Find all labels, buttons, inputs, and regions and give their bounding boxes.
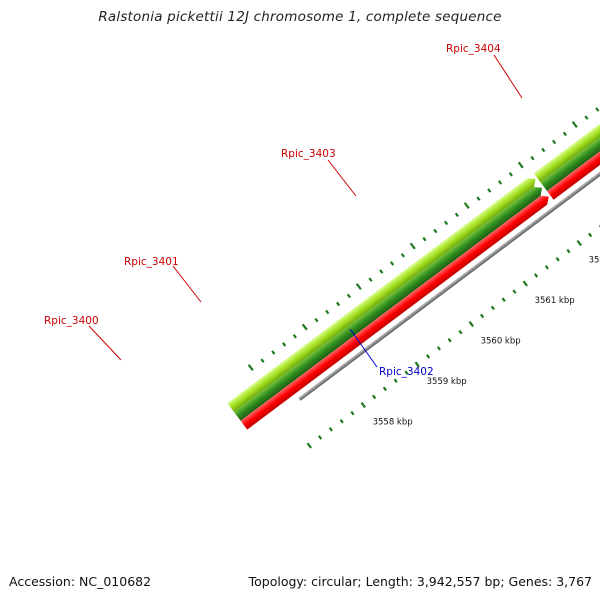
outer-minor-tick	[271, 350, 276, 355]
inner-major-tick	[468, 320, 474, 328]
inner-minor-tick	[512, 289, 517, 294]
sequence-summary-text: Topology: circular; Length: 3,942,557 bp…	[248, 574, 592, 589]
inner-minor-tick	[490, 305, 495, 311]
outer-major-tick	[355, 283, 362, 291]
inner-minor-tick	[404, 370, 409, 375]
gene-feature-lime-rpic-3400[interactable]	[227, 175, 538, 413]
sequence-backbone	[298, 0, 600, 401]
inner-minor-tick	[426, 354, 431, 359]
inner-minor-tick	[372, 394, 377, 400]
outer-minor-tick	[530, 155, 535, 161]
gene-label-rpic-3400[interactable]: Rpic_3400	[44, 315, 99, 327]
inner-minor-tick	[328, 427, 333, 432]
cds-forward-rpic-3400[interactable]	[240, 192, 552, 430]
outer-major-tick	[517, 161, 524, 169]
outer-minor-tick	[346, 293, 351, 299]
outer-major-tick	[571, 121, 578, 128]
leader-line-rpic-3404	[493, 54, 523, 99]
leader-line-rpic-3400	[88, 325, 122, 361]
leader-line-rpic-3403	[327, 159, 357, 197]
outer-minor-tick	[422, 236, 427, 242]
inner-minor-tick	[382, 386, 387, 392]
inner-major-tick	[306, 442, 312, 449]
inner-minor-tick	[393, 378, 398, 384]
kbp-tick-label: 3558 kbp	[373, 417, 413, 427]
inner-minor-tick	[318, 435, 323, 440]
outer-minor-tick	[390, 261, 395, 266]
outer-minor-tick	[368, 277, 373, 282]
accession-text: Accession: NC_010682	[9, 574, 152, 589]
gene-label-rpic-3402[interactable]: Rpic_3402	[379, 366, 434, 378]
inner-minor-tick	[534, 273, 539, 278]
kbp-tick-label: 3560 kbp	[481, 336, 521, 346]
outer-major-tick	[463, 202, 470, 209]
outer-minor-tick	[282, 342, 287, 347]
outer-minor-tick	[314, 317, 319, 323]
gene-feature-lime-rpic-3401[interactable]	[533, 103, 600, 183]
inner-minor-tick	[447, 337, 452, 343]
outer-minor-tick	[400, 253, 405, 258]
outer-minor-tick	[508, 172, 513, 177]
leader-line-rpic-3401	[172, 265, 202, 303]
inner-minor-tick	[555, 256, 560, 262]
outer-minor-tick	[487, 188, 492, 193]
outer-major-tick	[409, 242, 416, 250]
inner-minor-tick	[588, 232, 593, 238]
inner-minor-tick	[566, 248, 571, 254]
inner-minor-tick	[350, 410, 355, 416]
gene-feature-rpic-3400[interactable]	[234, 183, 545, 421]
outer-major-tick	[247, 364, 254, 372]
inner-minor-tick	[501, 297, 506, 303]
outer-major-tick	[301, 323, 308, 331]
gene-label-rpic-3404[interactable]: Rpic_3404	[446, 43, 501, 55]
inner-minor-tick	[339, 418, 344, 424]
outer-minor-tick	[498, 180, 503, 185]
inner-minor-tick	[544, 265, 549, 270]
outer-minor-tick	[552, 139, 557, 145]
kbp-tick-label: 3561 kbp	[535, 296, 575, 306]
outer-minor-tick	[325, 309, 330, 315]
outer-minor-tick	[433, 228, 438, 234]
gene-feature-rpic-3401[interactable]	[540, 112, 600, 191]
outer-minor-tick	[595, 107, 600, 112]
outer-minor-tick	[292, 334, 297, 339]
outer-minor-tick	[336, 301, 341, 307]
outer-minor-tick	[379, 269, 384, 274]
inner-major-tick	[522, 280, 528, 287]
outer-minor-tick	[562, 131, 567, 137]
inner-minor-tick	[436, 346, 441, 351]
outer-minor-tick	[584, 115, 589, 120]
outer-minor-tick	[476, 196, 481, 201]
inner-minor-tick	[458, 329, 463, 335]
kbp-tick-label: 3559 kbp	[427, 377, 467, 387]
cds-forward-rpic-3401[interactable]	[547, 121, 600, 200]
outer-minor-tick	[454, 212, 459, 218]
inner-major-tick	[576, 239, 582, 247]
gene-label-rpic-3401[interactable]: Rpic_3401	[124, 256, 179, 268]
inner-major-tick	[414, 361, 420, 368]
outer-minor-tick	[444, 220, 449, 226]
gene-label-rpic-3403[interactable]: Rpic_3403	[281, 148, 336, 160]
map-title: Ralstonia pickettii 12J chromosome 1, co…	[98, 9, 502, 25]
inner-minor-tick	[480, 313, 485, 319]
kbp-tick-label: 3562 kbp	[589, 255, 600, 265]
inner-major-tick	[360, 401, 366, 409]
outer-minor-tick	[260, 358, 265, 363]
outer-minor-tick	[541, 147, 546, 153]
leader-line-rpic-3402	[349, 328, 378, 368]
